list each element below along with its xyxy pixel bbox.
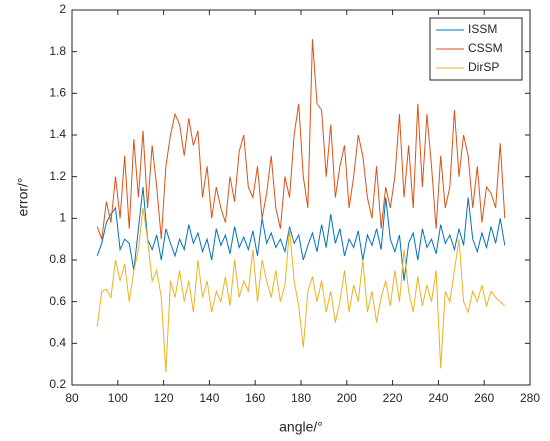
- legend-label: DirSP: [468, 60, 499, 74]
- x-axis-label: angle/°: [279, 419, 323, 435]
- x-tick-label: 140: [199, 391, 219, 405]
- axes-box: [71, 9, 531, 386]
- y-axis-label: error/°: [15, 177, 31, 216]
- y-tick-label: 1.2: [49, 169, 66, 183]
- x-tick-label: 260: [474, 391, 494, 405]
- x-tick-label: 240: [428, 391, 448, 405]
- y-tick-label: 2: [59, 2, 66, 16]
- y-tick-label: 1.6: [49, 86, 66, 100]
- x-tick-label: 100: [108, 391, 128, 405]
- y-tick-label: 0.8: [49, 252, 66, 266]
- data-line: [96, 187, 506, 281]
- x-tick-label: 180: [291, 391, 311, 405]
- data-line: [96, 207, 506, 373]
- y-tick-label: 0.2: [49, 377, 66, 391]
- y-tick-label: 1.8: [49, 44, 66, 58]
- data-line: [96, 39, 506, 240]
- y-tick-label: 0.4: [49, 336, 66, 350]
- x-tick-label: 120: [154, 391, 174, 405]
- x-tick-label: 80: [65, 391, 79, 405]
- x-tick-label: 220: [383, 391, 403, 405]
- legend-label: CSSM: [468, 41, 503, 55]
- y-tick-label: 1: [59, 211, 66, 225]
- legend-label: ISSM: [468, 22, 497, 36]
- y-tick-label: 0.6: [49, 294, 66, 308]
- x-tick-label: 160: [245, 391, 265, 405]
- x-tick-label: 200: [337, 391, 357, 405]
- y-tick-label: 1.4: [49, 127, 66, 141]
- x-tick-label: 280: [520, 391, 540, 405]
